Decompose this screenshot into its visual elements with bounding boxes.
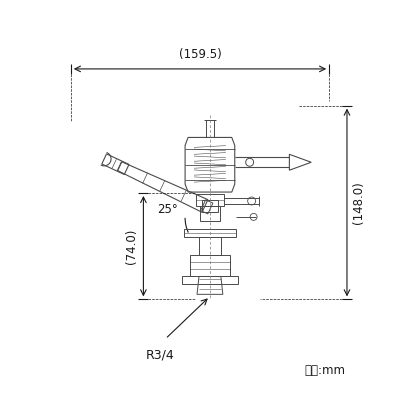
Text: (74.0): (74.0)	[126, 228, 138, 264]
Bar	[199, 237, 221, 255]
Text: 単位:mm: 単位:mm	[304, 364, 345, 377]
Text: R3/4: R3/4	[145, 349, 174, 362]
Text: (148.0): (148.0)	[352, 181, 365, 224]
Text: 25°: 25°	[157, 204, 178, 216]
Text: (159.5): (159.5)	[179, 48, 221, 61]
Bar	[202, 200, 218, 212]
Bar	[206, 120, 214, 138]
Bar	[182, 276, 238, 284]
Bar	[200, 206, 220, 221]
Bar	[184, 229, 236, 237]
Bar	[196, 194, 224, 206]
Bar	[190, 255, 230, 276]
